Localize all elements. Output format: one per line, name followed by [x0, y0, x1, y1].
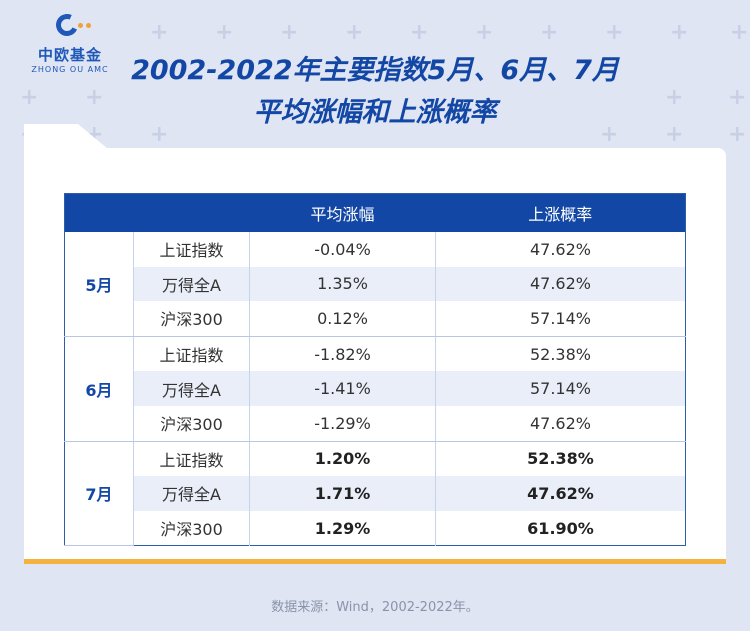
- header-up-probability: 上涨概率: [435, 193, 686, 232]
- avg-change: 1.35%: [249, 266, 436, 302]
- index-name: 万得全A: [133, 371, 250, 406]
- index-name: 万得全A: [133, 476, 250, 511]
- page-title-line2: 平均涨幅和上涨概率: [253, 97, 497, 128]
- decor-plus-icon: +: [605, 20, 624, 45]
- brand-name-en: ZHONG OU AMC: [31, 65, 109, 74]
- table-card: 平均涨幅 上涨概率 5月 上证指数 -0.04% 47.62% 万得全A 1.3…: [24, 124, 726, 564]
- up-probability: 57.14%: [435, 301, 686, 337]
- up-probability: 57.14%: [435, 371, 686, 406]
- avg-change: -1.41%: [249, 371, 436, 406]
- decor-plus-icon: +: [475, 20, 494, 45]
- data-table: 平均涨幅 上涨概率 5月 上证指数 -0.04% 47.62% 万得全A 1.3…: [64, 193, 686, 547]
- source-note: 数据来源：Wind，2002-2022年。: [271, 600, 479, 615]
- index-name: 沪深300: [133, 405, 250, 442]
- up-probability: 47.62%: [435, 476, 686, 511]
- decor-plus-icon: +: [665, 85, 684, 110]
- decor-plus-icon: +: [728, 122, 747, 147]
- logo-mark-icon: [20, 10, 120, 42]
- decor-plus-icon: +: [280, 20, 299, 45]
- table-row: 6月 上证指数 -1.82% 52.38%: [64, 336, 686, 442]
- table-row: 沪深300 0.12% 57.14%: [65, 301, 686, 337]
- index-name: 上证指数: [133, 336, 250, 372]
- month-cell: 7月: [64, 441, 134, 547]
- table-row: 5月 上证指数 -0.04% 47.62%: [64, 232, 686, 337]
- avg-change: -1.82%: [249, 336, 436, 372]
- decor-plus-icon: +: [20, 85, 39, 110]
- index-name: 上证指数: [133, 441, 250, 477]
- up-probability: 52.38%: [435, 336, 686, 372]
- avg-change: 1.71%: [249, 476, 436, 511]
- up-probability: 47.62%: [435, 405, 686, 442]
- table-row: 7月 上证指数 1.20% 52.38%: [64, 441, 686, 547]
- page-title-line1: 2002-2022年主要指数5月、6月、7月: [131, 55, 619, 86]
- index-name: 万得全A: [133, 266, 250, 302]
- decor-plus-icon: +: [665, 122, 684, 147]
- decor-plus-icon: +: [215, 20, 234, 45]
- decor-plus-icon: +: [600, 122, 619, 147]
- up-probability: 61.90%: [435, 510, 686, 546]
- avg-change: 0.12%: [249, 301, 436, 337]
- decor-plus-icon: +: [730, 20, 749, 45]
- up-probability: 47.62%: [435, 232, 686, 267]
- table-row: 万得全A 1.35% 47.62%: [65, 266, 686, 302]
- brand-name-cn: 中欧基金: [37, 46, 102, 64]
- decor-plus-icon: +: [410, 20, 429, 45]
- table-row: 沪深300 1.29% 61.90%: [65, 510, 686, 546]
- month-cell: 6月: [64, 336, 134, 442]
- header-blank: [64, 193, 250, 232]
- index-name: 沪深300: [133, 301, 250, 337]
- index-name: 沪深300: [133, 510, 250, 546]
- avg-change: -1.29%: [249, 405, 436, 442]
- decor-plus-icon: +: [150, 20, 169, 45]
- decor-plus-icon: +: [345, 20, 364, 45]
- table-header-row: 平均涨幅 上涨概率: [64, 193, 686, 232]
- decor-plus-icon: +: [728, 85, 747, 110]
- up-probability: 52.38%: [435, 441, 686, 477]
- month-cell: 5月: [64, 232, 134, 337]
- up-probability: 47.62%: [435, 266, 686, 302]
- decor-plus-icon: +: [85, 85, 104, 110]
- decor-plus-icon: +: [670, 20, 689, 45]
- table-row: 万得全A 1.71% 47.62%: [65, 476, 686, 511]
- brand-logo: 中欧基金 ZHONG OU AMC: [20, 10, 120, 74]
- table-row: 万得全A -1.41% 57.14%: [65, 371, 686, 406]
- avg-change: 1.20%: [249, 441, 436, 477]
- avg-change: -0.04%: [249, 232, 436, 267]
- table-row: 沪深300 -1.29% 47.62%: [65, 405, 686, 442]
- header-avg-change: 平均涨幅: [249, 193, 436, 232]
- avg-change: 1.29%: [249, 510, 436, 546]
- decor-plus-icon: +: [540, 20, 559, 45]
- decor-plus-icon: +: [150, 122, 169, 147]
- index-name: 上证指数: [133, 232, 250, 267]
